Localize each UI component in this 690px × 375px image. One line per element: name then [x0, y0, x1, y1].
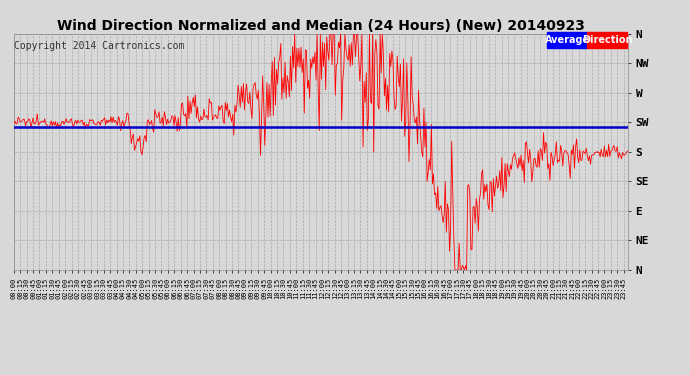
Title: Wind Direction Normalized and Median (24 Hours) (New) 20140923: Wind Direction Normalized and Median (24…: [57, 19, 585, 33]
Text: Direction: Direction: [582, 35, 633, 45]
Text: Copyright 2014 Cartronics.com: Copyright 2014 Cartronics.com: [14, 41, 185, 51]
Text: Average: Average: [544, 35, 590, 45]
